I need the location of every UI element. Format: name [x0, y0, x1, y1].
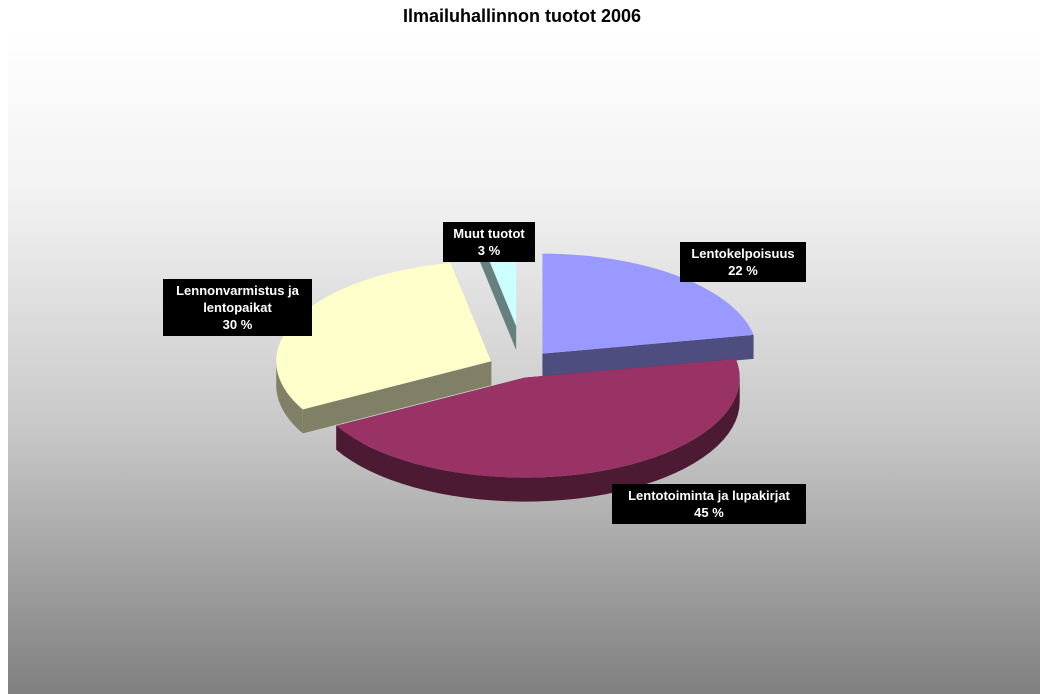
- slice-side: [302, 361, 492, 434]
- slice: [276, 262, 492, 434]
- slice: [336, 358, 740, 502]
- data-label: Muut tuotot 3 %: [443, 222, 535, 262]
- slice-side: [542, 334, 754, 378]
- value-label: 3 %: [477, 243, 501, 258]
- category-label: Muut tuotot: [453, 226, 525, 241]
- plot-area: [8, 30, 1040, 694]
- slice: [542, 253, 754, 378]
- slice-top: [276, 262, 492, 410]
- slice-top: [542, 253, 754, 354]
- value-label: 45 %: [694, 505, 724, 520]
- slice-wall: [276, 361, 303, 434]
- category-label: Lentotoiminta ja lupakirjat: [628, 488, 790, 503]
- data-label: Lennonvarmistus ja lentopaikat 30 %: [163, 279, 312, 336]
- slice-top: [336, 358, 740, 478]
- slice-wall: [336, 377, 740, 502]
- value-label: 22 %: [728, 263, 758, 278]
- chart-title: Ilmailuhallinnon tuotot 2006: [402, 6, 642, 26]
- value-label: 30 %: [222, 317, 253, 332]
- category-label: Lennonvarmistus ja lentopaikat: [176, 283, 299, 315]
- category-label: Lentokelpoisuus: [691, 246, 795, 261]
- data-label: Lentotoiminta ja lupakirjat 45 %: [612, 484, 806, 524]
- data-label: Lentokelpoisuus 22 %: [680, 242, 806, 282]
